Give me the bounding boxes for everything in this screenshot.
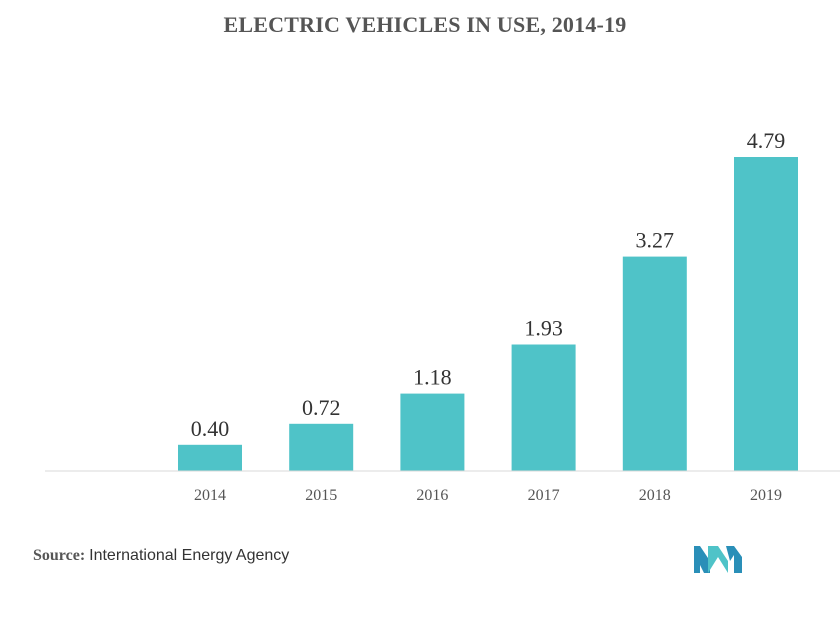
x-tick-label-2015: 2015 — [305, 487, 337, 504]
bar-2014 — [178, 444, 242, 471]
source-label: Source: — [33, 547, 86, 564]
source-text: International Energy Agency — [89, 547, 290, 564]
value-label-2014: 0.40 — [191, 416, 230, 441]
bar-2018 — [622, 256, 687, 471]
value-label-2016: 1.18 — [413, 365, 452, 390]
logo-middle-stroke — [708, 546, 728, 573]
value-label-2019: 4.79 — [747, 128, 786, 153]
x-tick-label-2014: 2014 — [194, 487, 226, 504]
bar-2015 — [289, 423, 354, 471]
value-label-2018: 3.27 — [636, 228, 675, 253]
bars-layer — [178, 157, 798, 471]
logo-left-stroke — [694, 546, 710, 573]
value-label-2017: 1.93 — [524, 316, 563, 341]
mordor-intelligence-logo-icon — [694, 546, 742, 573]
labels-layer: 0.40 2014 0.72 2015 1.18 2016 1.93 2017 3.27 2018… — [191, 128, 786, 504]
value-label-2015: 0.72 — [302, 395, 341, 420]
x-tick-label-2016: 2016 — [416, 487, 448, 504]
x-tick-label-2019: 2019 — [750, 487, 782, 504]
source-note: Source: International Energy Agency — [33, 547, 289, 565]
bar-2019 — [734, 157, 798, 471]
x-tick-label-2018: 2018 — [639, 487, 671, 504]
chart-title: ELECTRIC VEHICLES IN USE, 2014-19 — [223, 12, 627, 37]
logo-right-stroke — [726, 546, 742, 573]
bar-2017 — [511, 344, 576, 471]
x-tick-label-2017: 2017 — [528, 487, 560, 504]
bar-2016 — [400, 393, 465, 471]
